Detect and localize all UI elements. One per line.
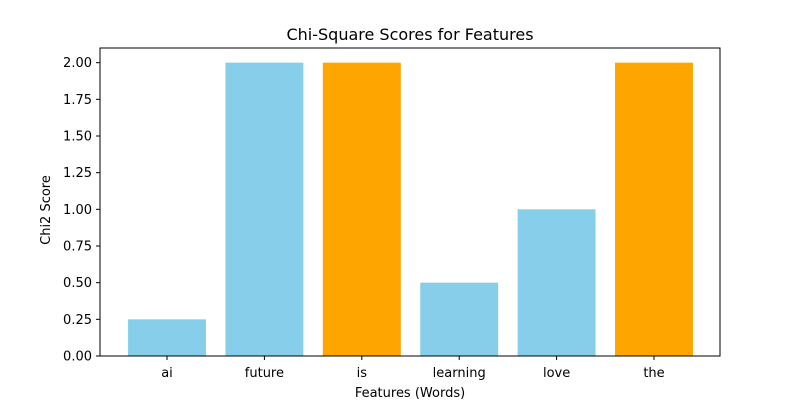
y-tick-label: 1.75 [63, 93, 92, 108]
bar-the [615, 62, 693, 357]
bar-love [517, 209, 596, 356]
bar-future [225, 62, 304, 357]
y-axis-label: Chi2 Score [39, 175, 54, 245]
x-tick-label-ai: ai [161, 366, 173, 381]
y-tick-label: 1.00 [63, 203, 92, 218]
y-tick-label: 0.50 [63, 276, 92, 291]
x-tick-label-is: is [357, 366, 368, 381]
y-tick-label: 1.50 [63, 130, 92, 145]
x-tick-label-the: the [643, 366, 664, 381]
plot-area: 0.00 0.25 0.50 0.75 1.00 1.25 1.50 1.75 2.00 ai fu… [63, 47, 721, 381]
bar-ai [128, 319, 206, 356]
y-tick-label: 0.00 [63, 350, 92, 365]
x-tick-label-love: love [543, 366, 570, 381]
bar-learning [420, 282, 499, 356]
y-tick-label: 0.75 [63, 240, 92, 255]
x-tick-label-future: future [245, 366, 284, 381]
plot-frame [99, 47, 721, 357]
x-tick-label-learning: learning [433, 366, 486, 381]
bar-is [322, 62, 401, 357]
x-axis-label: Features (Words) [355, 386, 465, 400]
y-tick-label: 2.00 [63, 56, 92, 71]
chart-title: Chi-Square Scores for Features [286, 25, 533, 44]
y-tick-label: 1.25 [63, 166, 92, 181]
y-tick-label: 0.25 [63, 313, 92, 328]
